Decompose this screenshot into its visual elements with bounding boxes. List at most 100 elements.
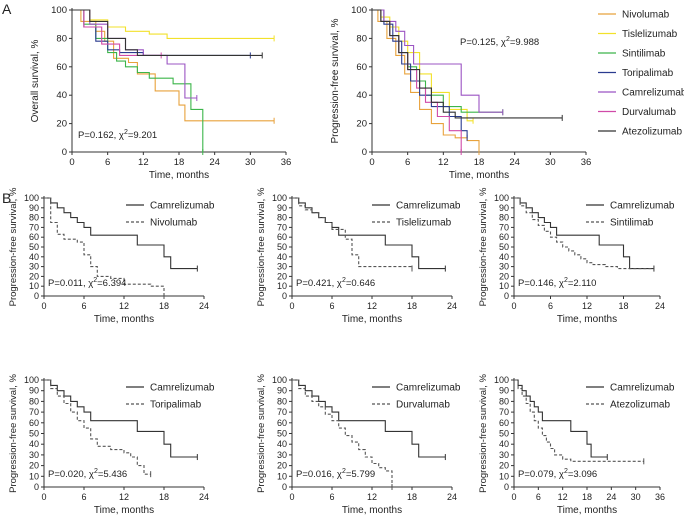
y-tick-label: 90	[277, 203, 287, 213]
x-tick-label: 18	[174, 157, 185, 168]
km-curve-atezolizumab	[372, 9, 563, 119]
legend-label: Camrelizumab	[622, 88, 684, 99]
legend-label: Atezolizumab	[610, 400, 670, 411]
x-tick-label: 30	[631, 492, 641, 502]
x-tick-label: 36	[581, 157, 592, 168]
stats-superscript: 2	[342, 277, 346, 284]
legend-label: Camrelizumab	[150, 201, 215, 212]
y-tick-label: 10	[499, 281, 509, 291]
x-tick-label: 0	[69, 157, 74, 168]
y-tick-label: 80	[56, 33, 67, 44]
y-tick-label: 0	[282, 291, 287, 301]
y-axis-label: Progression-free survival, %	[330, 18, 341, 143]
y-tick-label: 60	[29, 232, 39, 242]
y-tick-label: 50	[29, 242, 39, 252]
x-tick-label: 24	[209, 157, 220, 168]
y-tick-label: 60	[499, 418, 509, 428]
x-tick-label: 18	[407, 301, 417, 311]
legend: Camrelizumab Sintilimab	[586, 201, 675, 229]
y-tick-label: 20	[499, 461, 509, 471]
km-curve-camrelizumab	[372, 9, 503, 113]
y-tick-label: 20	[499, 271, 509, 281]
stats-chi-value: =2.110	[568, 278, 597, 289]
chart-a1: 0 20 40 60 80 100 0 6 12 18 24 30 36 Time, months Over…	[30, 5, 291, 181]
stats-annotation: P=0.125, χ2=9.988	[460, 36, 539, 48]
y-tick-label: 30	[29, 450, 39, 460]
y-tick-label: 70	[29, 407, 39, 417]
y-tick-label: 30	[29, 262, 39, 272]
stats-p-value: P=0.125, χ	[460, 37, 506, 48]
km-curve-durvalumab	[292, 379, 393, 487]
x-tick-label: 6	[81, 492, 86, 502]
legend-label: Nivolumab	[150, 218, 198, 229]
stats-superscript: 2	[342, 468, 346, 475]
x-tick-label: 0	[289, 492, 294, 502]
y-tick-label: 20	[56, 119, 67, 130]
x-tick-label: 6	[81, 301, 86, 311]
x-tick-label: 12	[438, 157, 449, 168]
legend-label: Tislelizumab	[396, 218, 452, 229]
legend-label: Camrelizumab	[610, 383, 675, 394]
legend-label: Toripalimab	[150, 400, 202, 411]
km-curve-sintilimab	[514, 197, 654, 270]
y-tick-label: 80	[499, 396, 509, 406]
y-tick-label: 90	[499, 203, 509, 213]
x-tick-label: 0	[289, 301, 294, 311]
y-tick-label: 10	[277, 471, 287, 481]
x-tick-label: 6	[329, 301, 334, 311]
y-tick-label: 70	[277, 407, 287, 417]
legend: Camrelizumab Atezolizumab	[586, 383, 675, 411]
y-tick-label: 10	[499, 471, 509, 481]
y-tick-label: 100	[494, 375, 509, 385]
y-tick-label: 60	[356, 62, 367, 73]
y-tick-label: 50	[499, 429, 509, 439]
stats-superscript: 2	[564, 277, 568, 284]
y-axis-label: Progression-free survival, %	[8, 187, 19, 306]
x-tick-label: 18	[618, 301, 628, 311]
km-curve-atezolizumab	[72, 9, 263, 56]
x-tick-label: 12	[119, 492, 129, 502]
km-curve-camrelizumab	[292, 379, 446, 458]
x-tick-label: 0	[511, 301, 516, 311]
y-tick-label: 50	[277, 429, 287, 439]
y-tick-label: 100	[494, 193, 509, 203]
stats-annotation: P=0.146, χ2=2.110	[518, 277, 596, 289]
y-tick-label: 80	[29, 213, 39, 223]
y-tick-label: 30	[277, 450, 287, 460]
stats-annotation: P=0.016, χ2=5.799	[296, 468, 375, 480]
y-tick-label: 40	[29, 252, 39, 262]
legend-label: Durvalumab	[622, 107, 676, 118]
y-tick-label: 20	[29, 461, 39, 471]
legend-label: Sintilimab	[610, 218, 654, 229]
x-axis-label: Time, months	[557, 505, 617, 516]
y-axis-label: Progression-free survival, %	[478, 187, 489, 306]
x-tick-label: 0	[511, 492, 516, 502]
stats-p-value: P=0.016, χ	[296, 469, 342, 480]
y-tick-label: 0	[504, 482, 509, 492]
km-curve-durvalumab	[72, 9, 162, 56]
x-tick-label: 24	[199, 492, 209, 502]
stats-superscript: 2	[94, 468, 98, 475]
stats-p-value: P=0.079, χ	[518, 469, 564, 480]
x-tick-label: 24	[447, 492, 457, 502]
y-tick-label: 90	[277, 386, 287, 396]
stats-chi-value: =5.799	[346, 469, 375, 480]
legend: Camrelizumab Durvalumab	[372, 383, 461, 411]
x-tick-label: 6	[405, 157, 410, 168]
y-tick-label: 0	[504, 291, 509, 301]
y-tick-label: 90	[29, 386, 39, 396]
x-axis-label: Time, months	[449, 170, 509, 181]
y-tick-label: 10	[277, 281, 287, 291]
y-tick-label: 40	[499, 439, 509, 449]
x-axis-label: Time, months	[94, 314, 154, 325]
y-tick-label: 100	[272, 193, 287, 203]
x-axis-label: Time, months	[557, 314, 617, 325]
stats-annotation: P=0.079, χ2=3.096	[518, 468, 597, 480]
km-curve-sintilimab	[372, 9, 503, 113]
km-curve-camrelizumab	[72, 9, 197, 99]
y-axis-label: Overall survival, %	[30, 40, 41, 123]
x-tick-label: 18	[474, 157, 485, 168]
